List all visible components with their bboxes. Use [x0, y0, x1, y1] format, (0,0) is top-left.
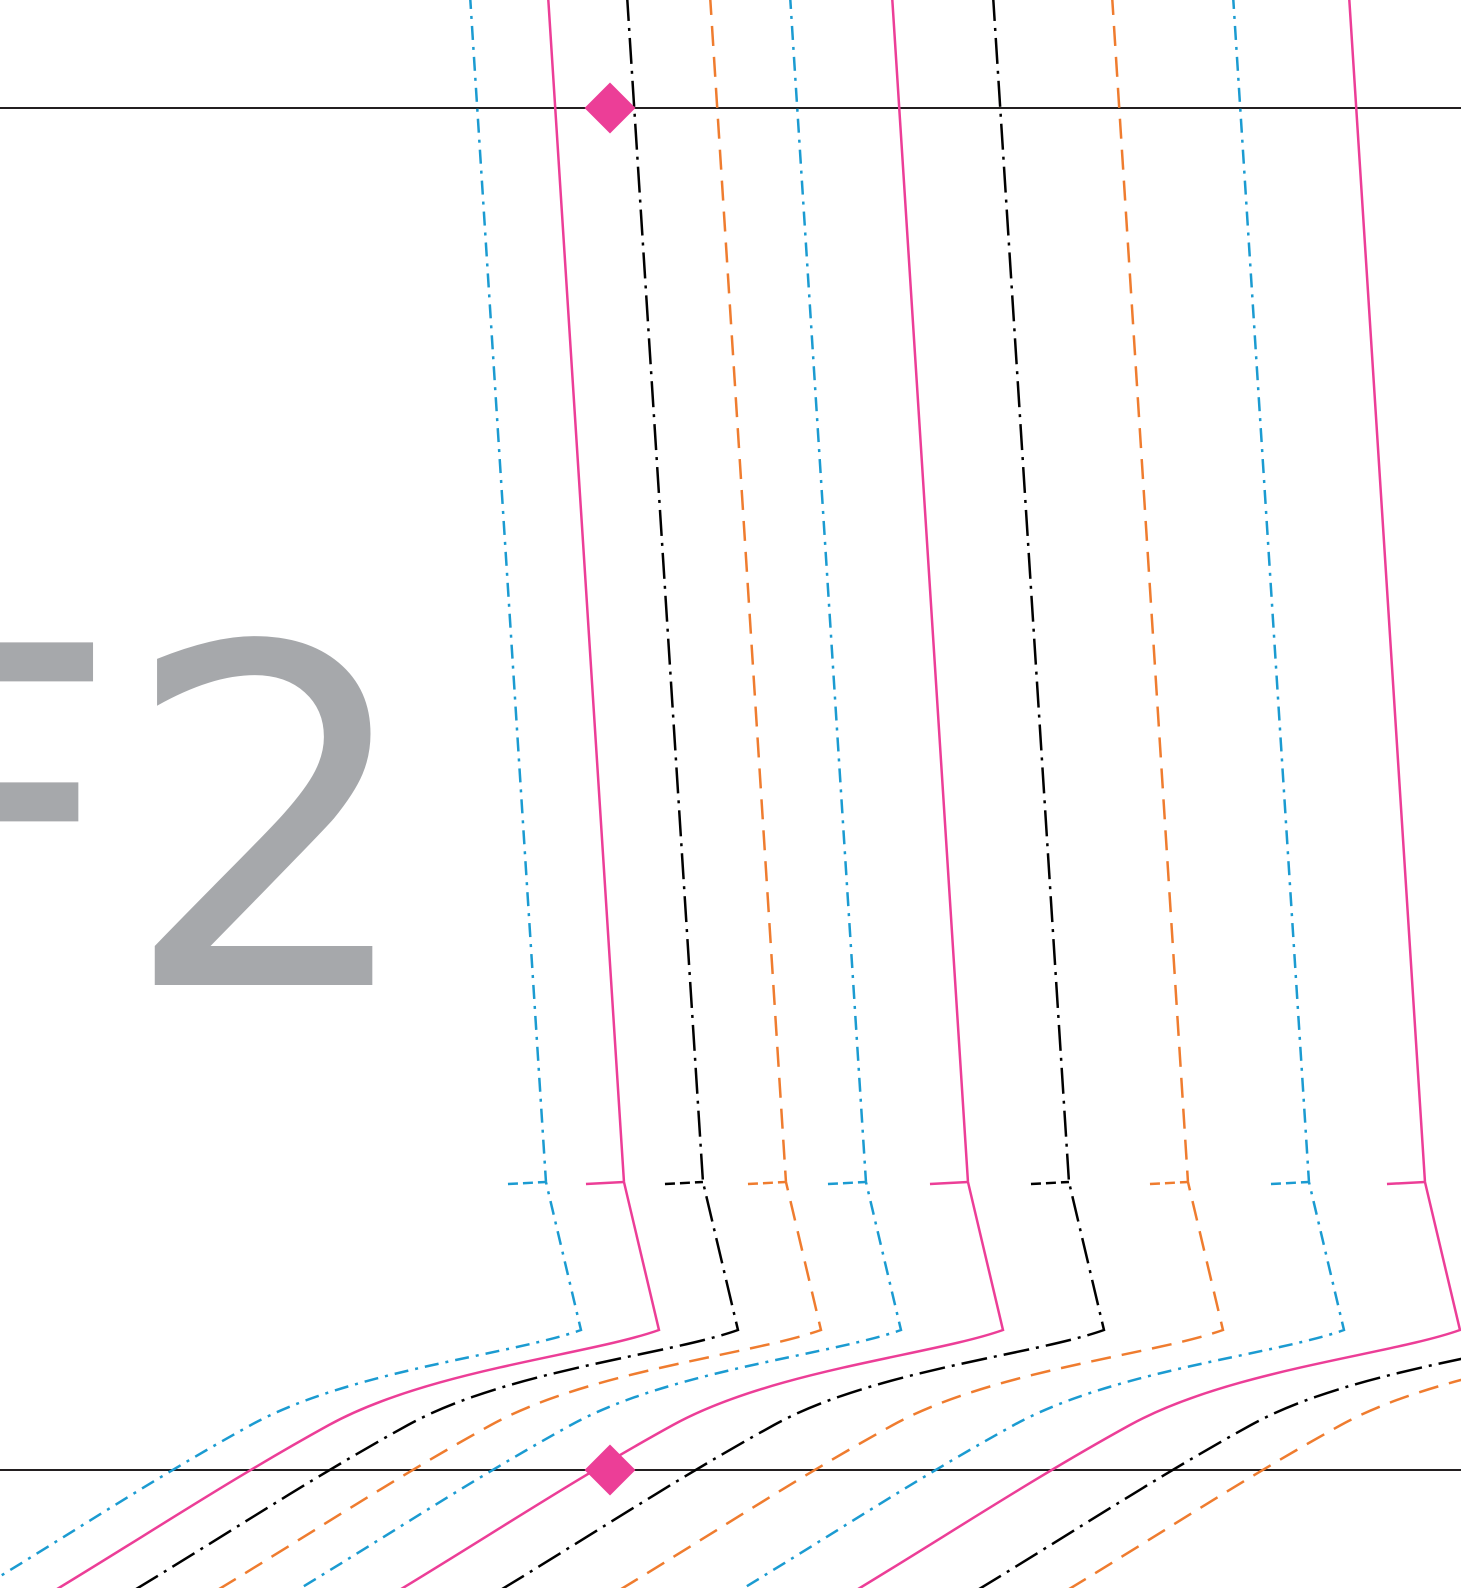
piece-label: F2: [0, 549, 419, 1096]
notch-marker-top: [584, 82, 636, 134]
hem-tick-1: [507, 1180, 547, 1186]
size-line-12: [1068, 1378, 1461, 1588]
hem-tick-5: [827, 1180, 867, 1186]
hem-tick-2: [585, 1180, 625, 1186]
size-line-11: [978, 1357, 1461, 1588]
hem-tick-9: [1270, 1180, 1310, 1186]
size-line-4: [218, 0, 823, 1588]
hem-tick-7: [1030, 1180, 1070, 1186]
notch-marker-bottom: [584, 1444, 636, 1496]
hem-tick-6: [929, 1180, 969, 1186]
size-line-9: [741, 0, 1346, 1588]
size-line-2: [56, 0, 661, 1588]
size-line-10: [857, 0, 1461, 1588]
size-line-1: [0, 0, 583, 1578]
size-line-6: [400, 0, 1005, 1588]
size-line-3: [135, 0, 740, 1588]
size-line-7: [501, 0, 1106, 1588]
hem-tick-4: [747, 1180, 787, 1186]
hem-tick-10: [1386, 1180, 1426, 1186]
size-line-8: [620, 0, 1225, 1588]
size-line-5: [298, 0, 903, 1588]
hem-tick-3: [664, 1180, 704, 1186]
hem-tick-8: [1149, 1180, 1189, 1186]
